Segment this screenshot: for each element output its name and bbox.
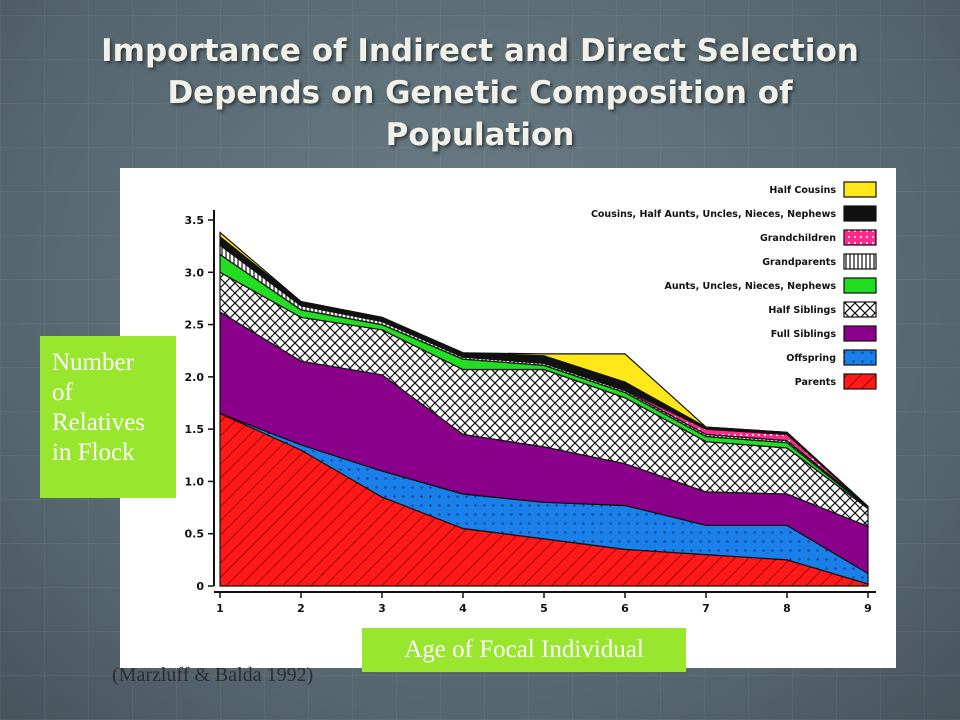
x-tick-label: 5 xyxy=(540,602,548,615)
legend-label-grandparents: Grandparents xyxy=(762,257,836,268)
legend-swatch-half-cousins xyxy=(843,181,877,198)
legend-swatch-offspring xyxy=(843,349,877,366)
x-tick-label: 2 xyxy=(297,602,305,615)
legend-swatch-cousins-half-aunts-uncles-nieces-nephews xyxy=(843,205,877,222)
y-axis-label-line-2: of xyxy=(52,379,73,406)
legend-swatch-full-siblings xyxy=(843,325,877,342)
title-line-2: Depends on Genetic Composition of xyxy=(167,75,793,111)
title-line-1: Importance of Indirect and Direct Select… xyxy=(101,33,859,69)
legend-label-half-cousins: Half Cousins xyxy=(769,185,836,196)
y-axis-label-box: Number of Relatives in Flock xyxy=(40,336,176,498)
citation: (Marzluff & Balda 1992) xyxy=(112,664,314,686)
x-tick-label: 3 xyxy=(378,602,386,615)
area-half-cousins xyxy=(219,231,869,507)
y-axis-label-line-4: in Flock xyxy=(52,439,135,466)
slide-title: Importance of Indirect and Direct Select… xyxy=(60,30,900,156)
x-tick-label: 6 xyxy=(621,602,629,615)
legend-swatch-aunts-uncles-nieces-nephews xyxy=(843,277,877,294)
legend-label-aunts-uncles-nieces-nephews: Aunts, Uncles, Nieces, Nephews xyxy=(665,281,837,292)
x-tick-label: 7 xyxy=(702,602,710,615)
legend-swatch-parents xyxy=(843,373,877,390)
legend-swatch-half-siblings xyxy=(843,301,877,318)
stacked-area-chart: 0 0.5 1.0 1.5 2.0 2.5 3.0 3.5 1 2 3 4 5 6 7 8 9 Half Cou… xyxy=(185,181,877,615)
y-tick-label: 0.5 xyxy=(185,528,205,541)
y-tick-label: 3.5 xyxy=(185,214,205,227)
legend-label-cousins-half-aunts-uncles-nieces-nephews: Cousins, Half Aunts, Uncles, Nieces, Nep… xyxy=(591,209,836,220)
y-tick-label: 0 xyxy=(196,580,204,593)
legend-label-half-siblings: Half Siblings xyxy=(768,305,836,316)
y-tick-label: 2.0 xyxy=(185,371,205,384)
legend-label-offspring: Offspring xyxy=(786,353,836,364)
x-tick-label: 8 xyxy=(783,602,791,615)
legend-swatch-grandparents xyxy=(843,253,877,270)
chart-panel: 0 0.5 1.0 1.5 2.0 2.5 3.0 3.5 1 2 3 4 5 6 7 8 9 Half Cou… xyxy=(120,168,896,668)
x-tick-label: 1 xyxy=(216,602,224,615)
title-line-3: Population xyxy=(385,117,575,153)
y-tick-label: 1.0 xyxy=(185,475,205,488)
legend-label-parents: Parents xyxy=(795,377,837,388)
y-axis-label-line-3: Relatives xyxy=(52,409,146,436)
x-axis-label-box: Age of Focal Individual xyxy=(362,628,686,672)
x-tick-label: 9 xyxy=(864,602,872,615)
legend-label-full-siblings: Full Siblings xyxy=(771,329,837,340)
y-tick-label: 1.5 xyxy=(185,423,205,436)
x-tick-label: 4 xyxy=(459,602,467,615)
y-tick-label: 2.5 xyxy=(185,319,205,332)
y-axis-label-line-1: Number xyxy=(52,349,134,376)
y-tick-label: 3.0 xyxy=(185,266,205,279)
legend-label-grandchildren: Grandchildren xyxy=(760,233,836,244)
legend-swatch-grandchildren xyxy=(843,229,877,246)
